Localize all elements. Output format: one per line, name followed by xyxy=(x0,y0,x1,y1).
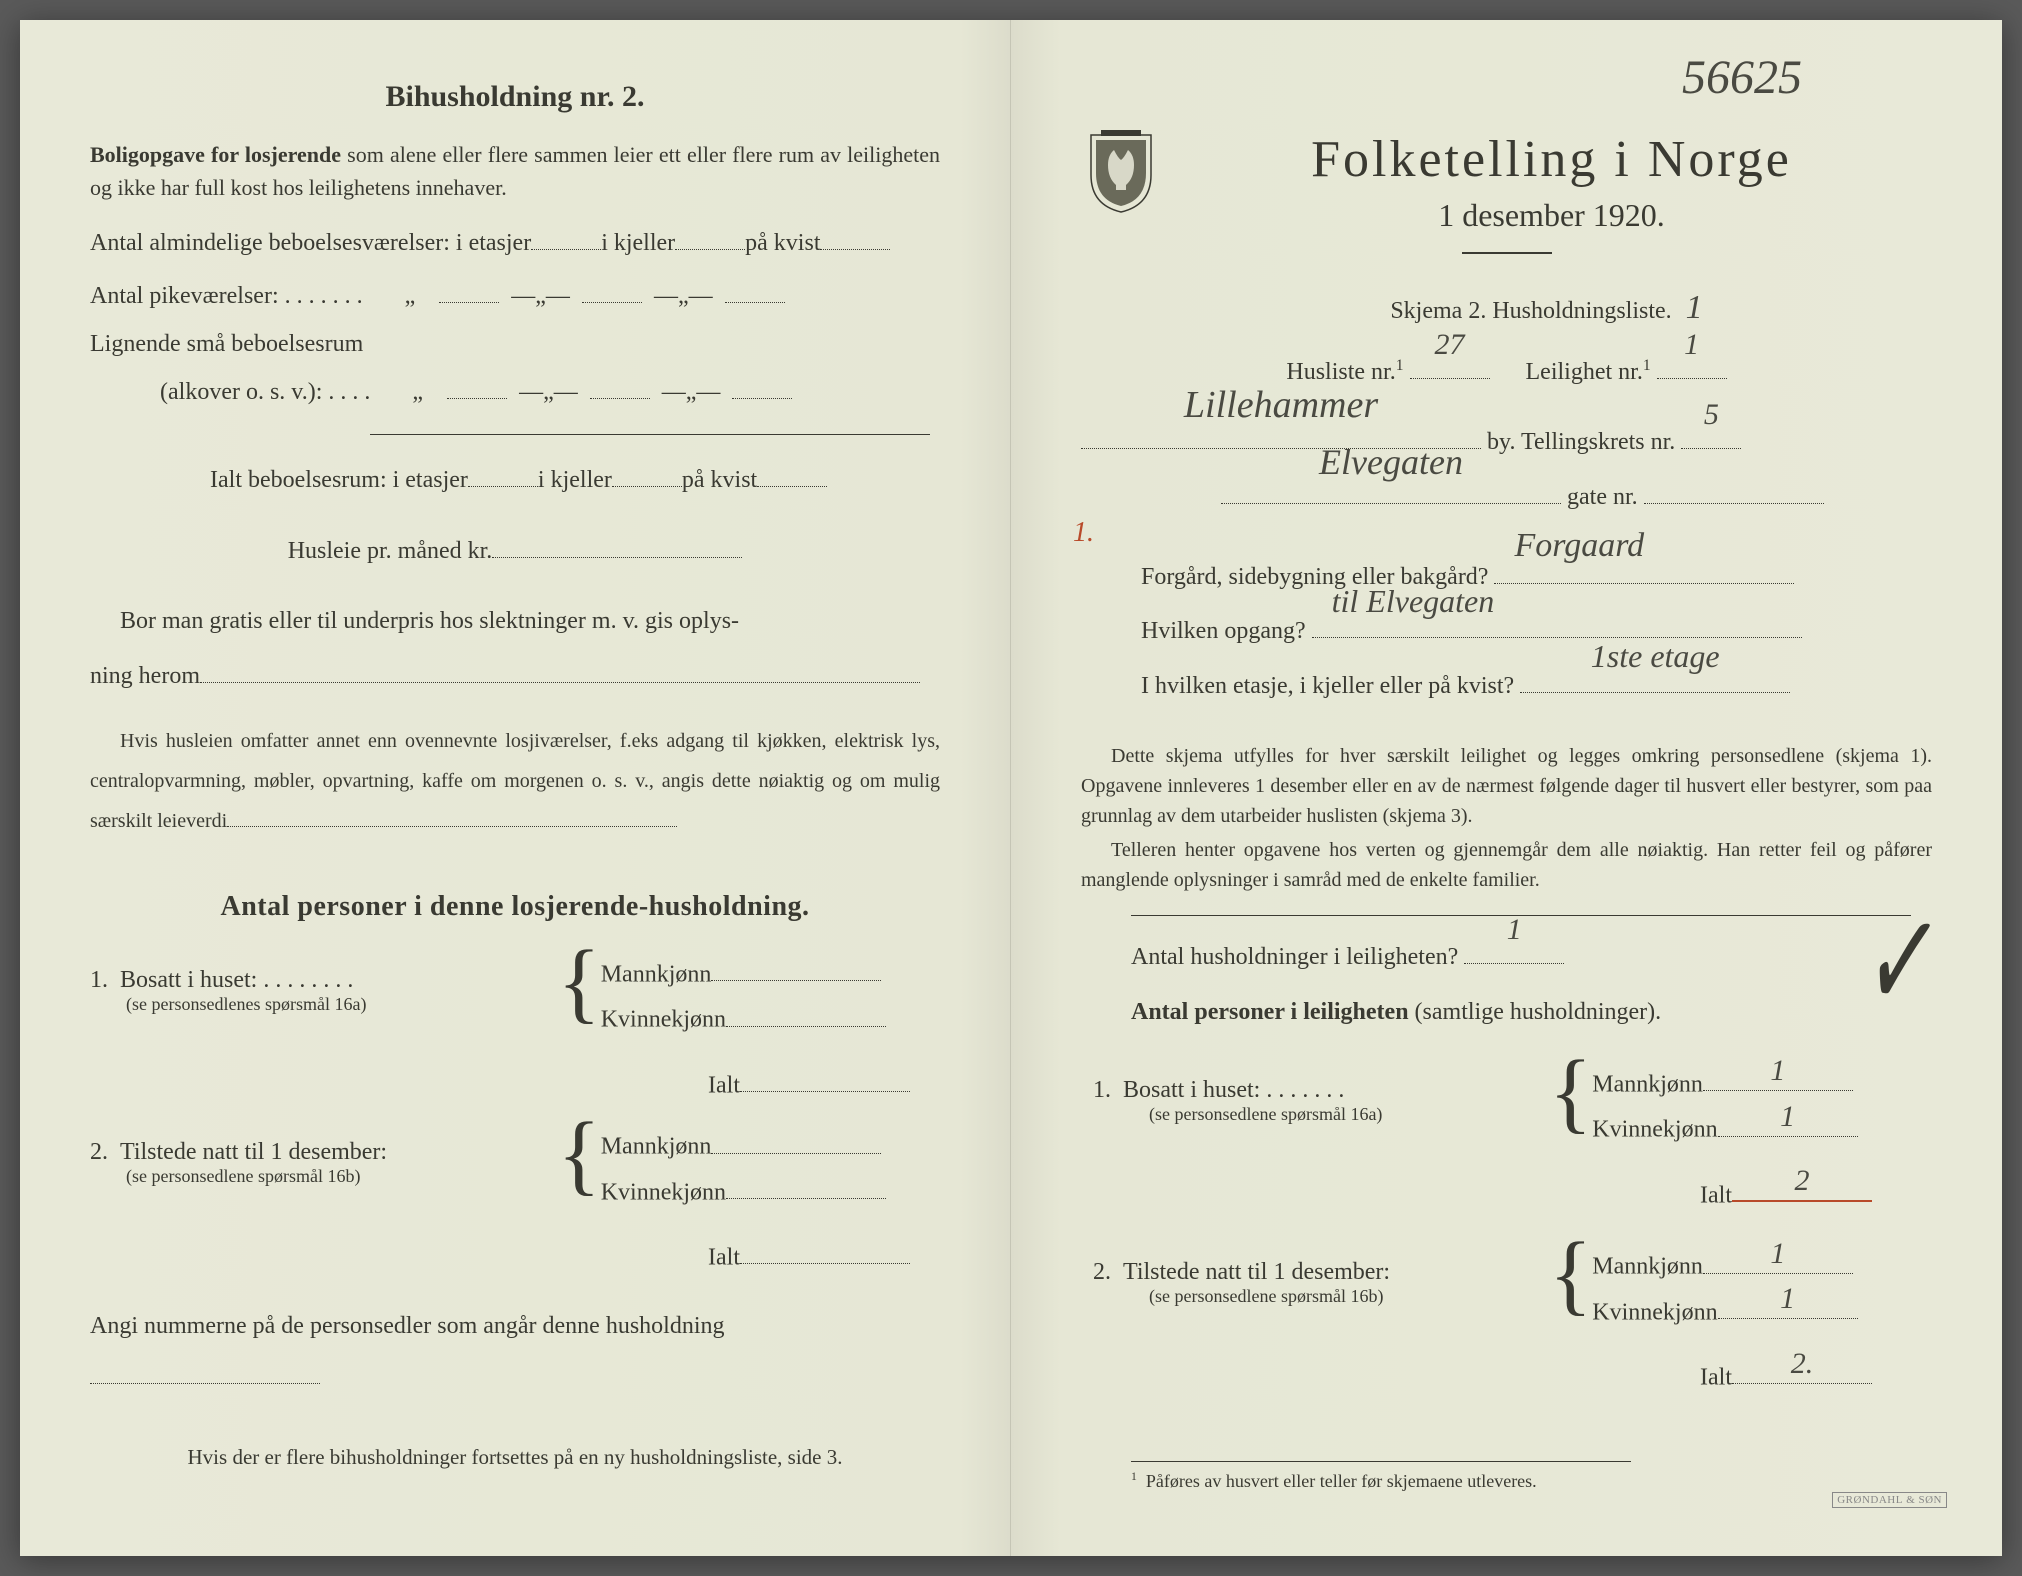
brace-icon: { xyxy=(558,1119,601,1218)
antal-hush-label: Antal husholdninger i leiligheten? xyxy=(1131,944,1458,970)
right-row2-label: 2. Tilstede natt til 1 desember: xyxy=(1081,1259,1549,1286)
left-intro: Boligopgave for losjerende som alene ell… xyxy=(90,138,940,204)
right-row2-sub: (se personsedlene spørsmål 16b) xyxy=(1149,1286,1549,1307)
line1-end: på kvist xyxy=(745,230,820,256)
footnote-text: Påføres av husvert eller teller før skje… xyxy=(1146,1471,1537,1491)
row1-ialt-val: 2 xyxy=(1732,1164,1872,1198)
brace-icon: { xyxy=(1549,1057,1592,1156)
opgang-line: Hvilken opgang? til Elvegaten xyxy=(1081,606,1932,656)
line2-label: Antal pikeværelser: . . . . . . . xyxy=(90,283,363,309)
instructions-2: Telleren henter opgavene hos verten og g… xyxy=(1081,835,1932,895)
rooms-line-3b: (alkover o. s. v.): . . . . „ —„— —„— xyxy=(90,368,940,416)
row2-kvinne-val: 1 xyxy=(1718,1282,1858,1316)
left-bracket-1: 1. Bosatt i huset: . . . . . . . . (se p… xyxy=(90,947,940,1046)
left-section-2-title: Antal personer i denne losjerende-hushol… xyxy=(90,891,940,923)
date-subtitle: 1 desember 1920. xyxy=(1171,197,1932,234)
kvinne-label: Kvinnekjønn xyxy=(1592,1299,1717,1325)
gratis1: Bor man gratis eller til underpris hos s… xyxy=(120,608,739,634)
document-spread: Bihusholdning nr. 2. Boligopgave for los… xyxy=(20,20,2002,1556)
left-row2-sub: (se personsedlene spørsmål 16b) xyxy=(126,1166,558,1187)
left-ialt-1: Ialt xyxy=(90,1066,940,1099)
total-rooms: Ialt beboelsesrum: i etasjer i kjeller på … xyxy=(90,455,940,505)
etasje-label: I hvilken etasje, i kjeller eller på kvi… xyxy=(1141,673,1514,699)
brace-icon: { xyxy=(1549,1239,1592,1338)
etasje-val: 1ste etage xyxy=(1520,623,1790,690)
kvinne-label: Kvinnekjønn xyxy=(601,1007,726,1033)
antal-pers-label: Antal personer i leiligheten xyxy=(1131,999,1409,1025)
right-row1-sub: (se personsedlene spørsmål 16a) xyxy=(1149,1104,1549,1125)
gate-suffix: gate nr. xyxy=(1567,484,1638,510)
skjema-line: Skjema 2. Husholdningsliste. 1 xyxy=(1171,272,1922,343)
footnote-marker: 1 xyxy=(1131,1470,1137,1483)
angi-line: Angi nummerne på de personsedler som ang… xyxy=(90,1301,940,1402)
antal-hush-line: Antal husholdninger i leiligheten? 1 xyxy=(1081,932,1932,982)
leilighet-val: 1 xyxy=(1657,313,1727,376)
row2-mann-val: 1 xyxy=(1703,1237,1853,1271)
opgang-label: Hvilken opgang? xyxy=(1141,618,1306,644)
right-ialt-1: Ialt2 xyxy=(1081,1176,1932,1209)
mann-label: Mannkjønn xyxy=(601,1134,712,1160)
brace-icon: { xyxy=(558,947,601,1046)
etasje-line: I hvilken etasje, i kjeller eller på kvi… xyxy=(1081,661,1932,711)
gate-val: Elvegaten xyxy=(1221,425,1561,501)
left-row1-sub: (se personsedlenes spørsmål 16a) xyxy=(126,994,558,1015)
red-annotation-1: 1. xyxy=(1073,517,1094,549)
handwritten-id: 56625 xyxy=(1682,50,1802,105)
total-label: Ialt beboelsesrum: i etasjer xyxy=(210,467,468,493)
gratis-line-2: ning herom xyxy=(90,651,940,701)
line1-label: Antal almindelige beboelsesværelser: i e… xyxy=(90,230,531,256)
row1-mann-val: 1 xyxy=(1703,1054,1853,1088)
right-bracket-1: 1. Bosatt i huset: . . . . . . . (se per… xyxy=(1081,1057,1932,1156)
kvinne-label: Kvinnekjønn xyxy=(601,1179,726,1205)
left-title: Bihusholdning nr. 2. xyxy=(90,80,940,114)
antal-pers-line: Antal personer i leiligheten (samtlige h… xyxy=(1081,987,1932,1037)
antal-hush-val: 1 xyxy=(1464,898,1564,961)
divider xyxy=(1462,252,1552,254)
left-page: Bihusholdning nr. 2. Boligopgave for los… xyxy=(20,20,1011,1556)
left-ialt-2: Ialt xyxy=(90,1238,940,1271)
row2-ialt-val: 2. xyxy=(1732,1347,1872,1381)
row1-kvinne-val: 1 xyxy=(1718,1100,1858,1134)
total-end: på kvist xyxy=(682,467,757,493)
left-footer: Hvis der er flere bihusholdninger fortse… xyxy=(90,1442,940,1474)
kvinne-label: Kvinnekjønn xyxy=(1592,1117,1717,1143)
gratis-line-1: Bor man gratis eller til underpris hos s… xyxy=(90,596,940,646)
extra-text: Hvis husleien omfatter annet enn ovennev… xyxy=(90,721,940,841)
rooms-line-1: Antal almindelige beboelsesværelser: i e… xyxy=(90,218,940,268)
gratis2: ning herom xyxy=(90,663,200,689)
footnote: 1 Påføres av husvert eller teller før sk… xyxy=(1131,1461,1631,1492)
rent-line: Husleie pr. måned kr. xyxy=(90,526,940,576)
line1-mid: i kjeller xyxy=(601,230,675,256)
line3-label2: (alkover o. s. v.): . . . . xyxy=(160,379,370,405)
coat-of-arms-icon xyxy=(1086,130,1156,215)
right-ialt-2: Ialt2. xyxy=(1081,1358,1932,1391)
mann-label: Mannkjønn xyxy=(1592,1254,1703,1280)
main-title: Folketelling i Norge xyxy=(1171,130,1932,189)
rooms-line-3a: Lignende små beboelsesrum xyxy=(90,320,940,368)
mann-label: Mannkjønn xyxy=(601,961,712,987)
rent-label: Husleie pr. måned kr. xyxy=(288,538,493,564)
intro-bold: Boligopgave for losjerende xyxy=(90,142,341,167)
left-bracket-2: 2. Tilstede natt til 1 desember: (se per… xyxy=(90,1119,940,1218)
right-row1-label: 1. Bosatt i huset: . . . . . . . xyxy=(1081,1077,1549,1104)
total-mid: i kjeller xyxy=(538,467,612,493)
rooms-line-2: Antal pikeværelser: . . . . . . . „ —„— … xyxy=(90,272,940,320)
checkmark-icon: ✓ xyxy=(1857,876,1949,1047)
left-row2-label: 2. Tilstede natt til 1 desember: xyxy=(90,1139,558,1166)
leilighet-label: Leilighet nr. xyxy=(1526,359,1643,385)
antal-pers-suffix: (samtlige husholdninger). xyxy=(1409,999,1662,1025)
left-row1-label: 1. Bosatt i huset: . . . . . . . . xyxy=(90,967,558,994)
instructions-1: Dette skjema utfylles for hver særskilt … xyxy=(1081,741,1932,831)
krets-val: 5 xyxy=(1681,383,1741,446)
angi-label: Angi nummerne på de personsedler som ang… xyxy=(90,1313,725,1339)
mann-label: Mannkjønn xyxy=(1592,1071,1703,1097)
right-page: 56625 Folketelling i Norge 1 desember 19… xyxy=(1011,20,2002,1556)
printer-stamp: GRØNDAHL & SØN xyxy=(1832,1492,1947,1508)
right-bracket-2: 2. Tilstede natt til 1 desember: (se per… xyxy=(1081,1239,1932,1338)
